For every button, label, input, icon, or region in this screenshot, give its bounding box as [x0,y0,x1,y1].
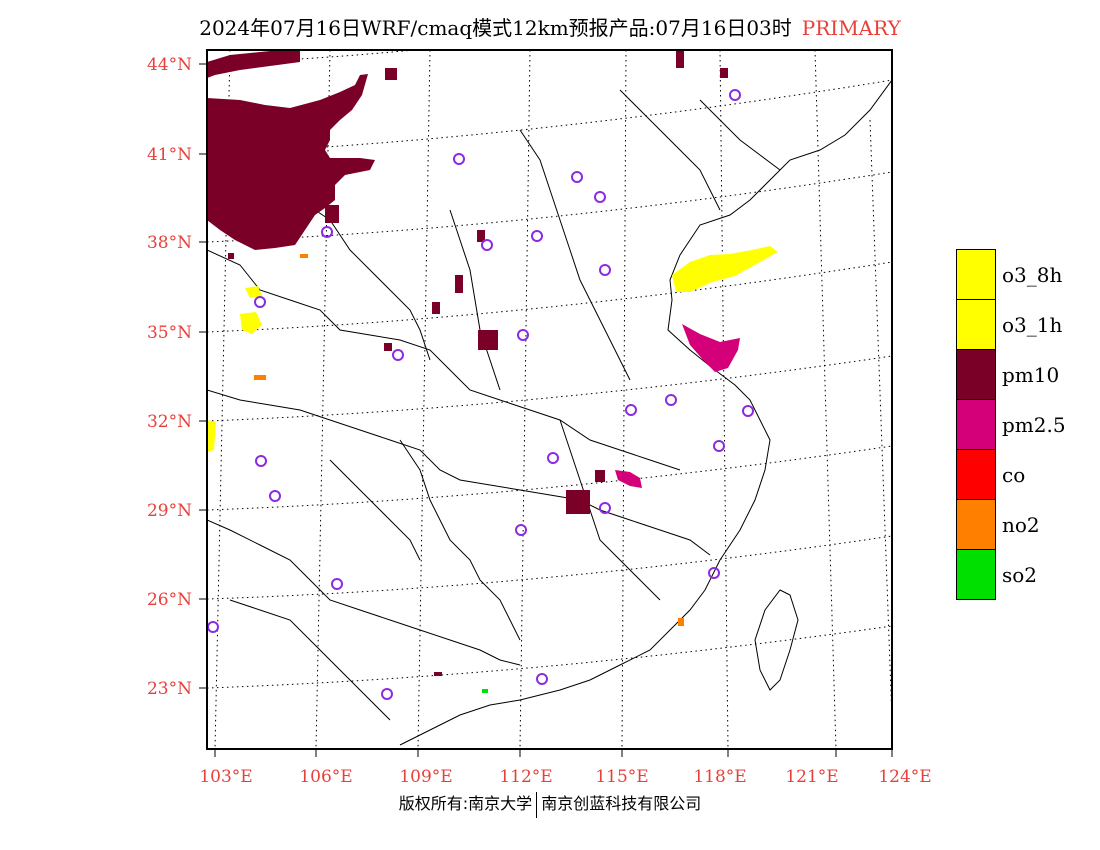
lon-label: 106°E [299,767,352,787]
lon-label: 124°E [878,767,931,787]
legend-label: so2 [1002,563,1038,587]
lat-label: 29°N [147,501,192,521]
legend-swatch [956,249,996,300]
lat-label: 38°N [147,233,192,253]
boundaries [207,79,892,746]
lat-labels: 44°N 41°N 38°N 35°N 32°N 29°N 26°N 23°N [147,55,192,699]
legend-item-pm10: pm10 [956,349,1086,400]
run-tag: PRIMARY [801,16,901,40]
legend-swatch [956,549,996,600]
lon-label: 112°E [499,767,552,787]
lat-label: 26°N [147,590,192,610]
lon-label: 103°E [199,767,252,787]
lon-label: 109°E [399,767,452,787]
map-title: 2024年07月16日WRF/cmaq模式12km预报产品:07月16日03时 P… [0,12,1100,41]
so2-region [482,689,488,693]
legend-label: pm2.5 [1002,413,1066,437]
copyright-company: 南京创蓝科技有限公司 [541,794,702,813]
legend-item-co: co [956,449,1086,500]
legend-swatch [956,449,996,500]
lat-label: 44°N [147,55,192,75]
title-text: 2024年07月16日WRF/cmaq模式12km预报产品:07月16日03时 [199,16,792,40]
lon-labels: 103°E 106°E 109°E 112°E 115°E 118°E 121°… [199,767,931,787]
o3-region [207,246,778,452]
copyright-owner: 版权所有:南京大学 [398,794,533,813]
legend-label: pm10 [1002,363,1060,387]
axis-ticks [199,63,893,757]
legend-item-o3-8h: o3_8h [956,249,1086,300]
legend-label: no2 [1002,513,1040,537]
footer-divider [536,791,538,818]
pm25-region [615,324,740,488]
map-frame [206,49,893,750]
legend-swatch [956,349,996,400]
legend-label: co [1002,463,1026,487]
legend-swatch [956,299,996,350]
legend-label: o3_8h [1002,263,1063,287]
lon-label: 118°E [693,767,746,787]
no2-region [254,254,684,626]
legend-swatch [956,399,996,450]
lon-label: 121°E [785,767,838,787]
pm10-region [207,50,728,676]
station-markers [207,89,754,700]
legend-item-so2: so2 [956,549,1086,600]
legend-item-no2: no2 [956,499,1086,550]
legend: o3_8h o3_1h pm10 pm2.5 co no2 so2 [956,249,1086,600]
legend-label: o3_1h [1002,313,1063,337]
lat-label: 23°N [147,679,192,699]
map-content [207,50,892,749]
legend-swatch [956,499,996,550]
lon-label: 115°E [595,767,648,787]
legend-item-pm25: pm2.5 [956,399,1086,450]
lat-label: 32°N [147,412,192,432]
lat-label: 41°N [147,145,192,165]
legend-item-o3-1h: o3_1h [956,299,1086,350]
lat-label: 35°N [147,323,192,343]
copyright-footer: 版权所有:南京大学 南京创蓝科技有限公司 [0,790,1100,818]
